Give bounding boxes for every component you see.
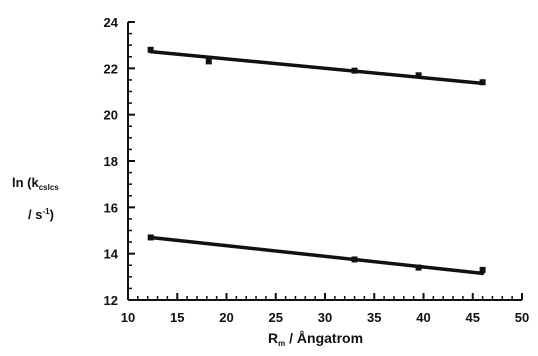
data-point <box>415 72 422 79</box>
y-tick-label: 22 <box>104 61 118 76</box>
data-point <box>351 67 358 74</box>
data-point <box>147 46 154 53</box>
y-label-close: ) <box>49 207 54 222</box>
y-axis-label: ln (kcslcs / s-1) <box>12 176 59 221</box>
x-tick-label: 25 <box>269 310 283 325</box>
y-axis-label-line2: / s-1) <box>12 207 59 222</box>
x-tick-label: 30 <box>318 310 332 325</box>
data-point <box>147 234 154 241</box>
data-point <box>479 266 486 273</box>
minor-ticks <box>127 21 523 301</box>
y-label-sup: -1 <box>42 207 50 216</box>
fit-line-2 <box>148 235 485 276</box>
axes <box>127 22 522 301</box>
fit-line-1 <box>148 49 485 86</box>
x-tick-label: 40 <box>416 310 430 325</box>
tick-labels: 10 15 20 25 30 35 40 45 50 12 14 16 18 20 22 24 <box>104 15 530 325</box>
x-label-rest: / Ångatrom <box>285 330 364 346</box>
x-axis-label: Rm / Ångatrom <box>268 330 363 348</box>
y-tick-label: 14 <box>104 247 119 262</box>
y-label-main: ln (k <box>12 175 39 190</box>
data-point <box>205 58 212 65</box>
y-tick-label: 24 <box>104 15 119 30</box>
x-tick-label: 10 <box>121 310 135 325</box>
x-tick-label: 50 <box>515 310 529 325</box>
data-point <box>351 256 358 263</box>
x-tick-label: 45 <box>466 310 480 325</box>
y-tick-label: 12 <box>104 293 118 308</box>
major-ticks <box>127 21 523 301</box>
x-tick-label: 15 <box>170 310 184 325</box>
y-tick-label: 16 <box>104 200 118 215</box>
y-tick-label: 18 <box>104 154 118 169</box>
y-axis-label-line1: ln (kcslcs <box>12 176 59 192</box>
y-label-unit: / s <box>28 207 43 222</box>
x-label-sub: m <box>278 339 286 348</box>
data-point <box>415 264 422 271</box>
data-point <box>479 79 486 86</box>
y-tick-label: 20 <box>104 108 118 123</box>
data-points <box>147 46 486 273</box>
x-label-main: R <box>268 330 279 346</box>
x-tick-label: 20 <box>219 310 233 325</box>
fit-lines <box>148 49 485 276</box>
x-tick-label: 35 <box>367 310 381 325</box>
y-label-sub: cslcs <box>38 183 59 192</box>
